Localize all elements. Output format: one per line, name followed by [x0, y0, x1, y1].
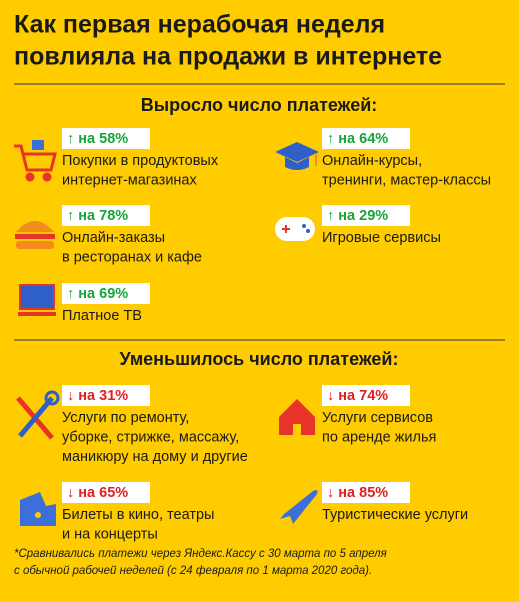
item-text: маникюру на дому и другие [62, 449, 248, 465]
icon-burger [15, 221, 55, 249]
item-text: Покупки в продуктовых [62, 153, 219, 169]
item-text: и на концерты [62, 526, 158, 542]
badge-bg [62, 128, 150, 149]
icon-gamepad [275, 217, 315, 241]
badge-bg [322, 205, 410, 226]
item-text: Платное ТВ [62, 308, 142, 324]
icon-tickets [20, 492, 56, 526]
icon-tools [16, 390, 60, 440]
item-text: интернет-магазинах [62, 172, 197, 188]
icon-plane [280, 490, 318, 524]
badge: ↑ на 78% [67, 208, 128, 224]
badge: ↓ на 31% [67, 388, 128, 404]
badge: ↓ на 65% [67, 485, 128, 501]
badge-bg [322, 385, 410, 406]
badge: ↓ на 74% [327, 388, 388, 404]
badge-bg [62, 283, 150, 304]
icon-house [279, 399, 315, 435]
item-text: тренинги, мастер-классы [322, 172, 491, 188]
icon-cart [14, 140, 57, 182]
item-text: Билеты в кино, театры [62, 507, 214, 523]
badge: ↓ на 85% [327, 485, 388, 501]
icon-cap [275, 142, 319, 170]
section-heading: Выросло число платежей: [141, 95, 378, 115]
item-text: Игровые сервисы [322, 230, 441, 246]
badge-bg [62, 482, 150, 503]
item-text: Услуги по ремонту, [62, 410, 189, 426]
item-text: Услуги сервисов [322, 410, 433, 426]
item-text: в ресторанах и кафе [62, 249, 202, 265]
badge: ↑ на 69% [67, 286, 128, 302]
badge: ↑ на 64% [327, 131, 388, 147]
item-text: уборке, стрижке, массажу, [62, 429, 239, 445]
section-heading: Уменьшилось число платежей: [120, 349, 399, 369]
icon-tv [18, 284, 56, 316]
item-text: Онлайн-курсы, [322, 153, 422, 169]
item-text: Онлайн-заказы [62, 230, 165, 246]
badge: ↑ на 58% [67, 131, 128, 147]
title-line: Как первая нерабочая неделя [14, 11, 385, 39]
footnote: *Сравнивались платежи через Яндекс.Кассу… [14, 548, 387, 560]
badge-bg [322, 128, 410, 149]
footnote: с обычной рабочей неделей (с 24 февраля … [14, 565, 372, 577]
item-text: Туристические услуги [322, 507, 468, 523]
item-text: по аренде жилья [322, 429, 436, 445]
badge: ↑ на 29% [327, 208, 388, 224]
badge-bg [62, 205, 150, 226]
badge-bg [62, 385, 150, 406]
badge-bg [322, 482, 410, 503]
title-line: повлияла на продажи в интернете [14, 43, 442, 71]
